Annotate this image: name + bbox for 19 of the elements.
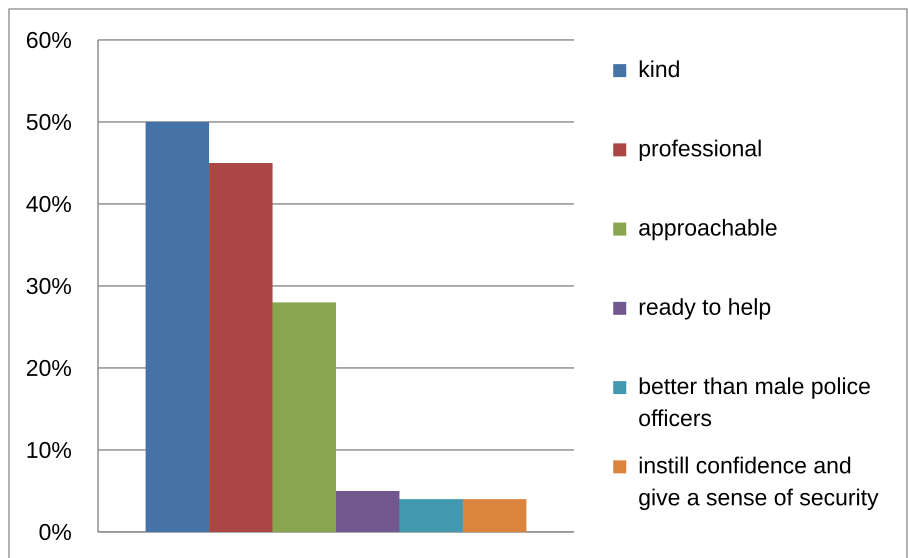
y-tick-label: 20%	[26, 360, 71, 376]
bar	[462, 499, 526, 532]
legend-label: kind	[640, 60, 679, 78]
bar	[399, 499, 463, 532]
bar	[209, 162, 273, 532]
y-tick-label: 30%	[26, 278, 71, 294]
bar	[336, 490, 400, 532]
bar	[272, 302, 336, 532]
legend-label: approachable	[639, 218, 777, 240]
legend-label: instill confidence and give a sense of security	[639, 456, 878, 510]
legend-label: professional	[640, 140, 761, 162]
y-tick-label: 0%	[39, 524, 71, 540]
legend-label: ready to help	[640, 298, 770, 320]
y-tick-label: 40%	[26, 196, 71, 212]
legend-label: better than male police officers	[639, 377, 870, 426]
bar	[146, 122, 210, 532]
y-tick-label: 60%	[26, 32, 71, 48]
y-tick-label: 50%	[26, 114, 71, 130]
y-tick-label: 10%	[28, 442, 71, 458]
